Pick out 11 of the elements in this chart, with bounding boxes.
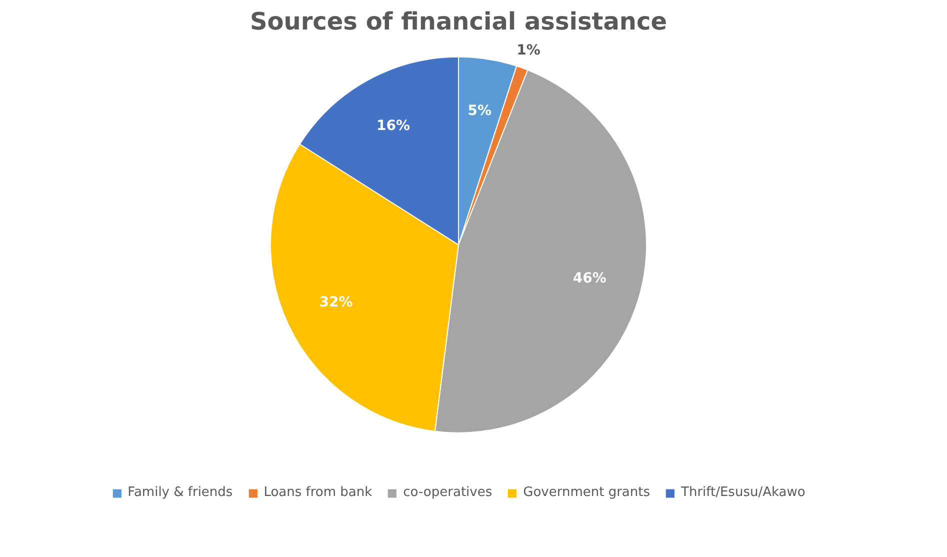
legend-label: Government grants <box>523 485 650 500</box>
data-label: 1% <box>516 42 540 58</box>
data-label: 16% <box>376 118 410 134</box>
chart-title: Sources of financial assistance <box>250 8 668 36</box>
legend-label: co-operatives <box>403 485 492 500</box>
legend-label: Thrift/Esusu/Akawo <box>681 485 806 500</box>
data-label: 5% <box>468 103 492 120</box>
legend-label: Loans from bank <box>264 485 372 500</box>
data-label: 46% <box>572 270 606 287</box>
data-label: 32% <box>319 294 353 310</box>
legend-label: Family & friends <box>128 485 233 500</box>
